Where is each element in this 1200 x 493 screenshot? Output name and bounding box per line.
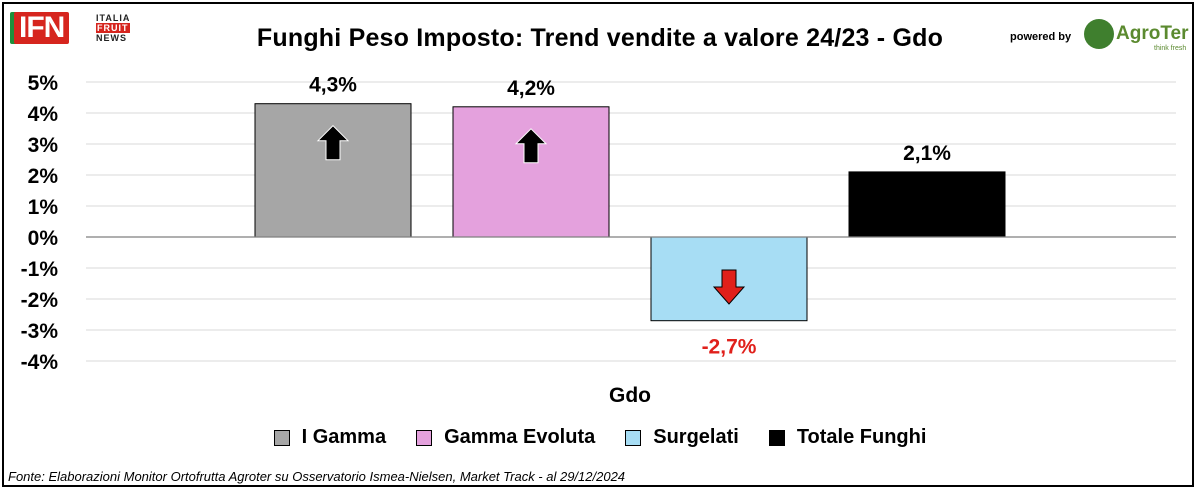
- data-label: 2,1%: [903, 142, 951, 165]
- ifn-logo-subtitle: ITALIA FRUIT NEWS: [96, 13, 131, 43]
- chart-legend: I Gamma Gamma Evoluta Surgelati Totale Fung…: [0, 426, 1200, 449]
- y-tick-label: 1%: [28, 196, 59, 219]
- legend-label: Surgelati: [653, 426, 739, 448]
- y-tick-label: -3%: [21, 320, 59, 343]
- legend-swatch: [768, 429, 785, 446]
- legend-label: I Gamma: [301, 426, 387, 448]
- legend-item: Gamma Evoluta: [416, 426, 595, 449]
- arrow-up-icon: [514, 128, 548, 164]
- y-tick-label: -2%: [21, 289, 59, 312]
- y-tick-label: 5%: [28, 72, 59, 95]
- y-tick-label: -4%: [21, 351, 59, 374]
- legend-swatch: [273, 429, 290, 446]
- bar-gamma-evoluta: [452, 106, 610, 238]
- data-label: 4,3%: [309, 74, 357, 97]
- powered-by-label: powered by: [1010, 31, 1072, 43]
- source-note: Fonte: Elaborazioni Monitor Ortofrutta A…: [8, 469, 626, 484]
- legend-swatch: [625, 429, 642, 446]
- ifn-logo: IFN ITALIA FRUIT NEWS: [14, 12, 134, 48]
- legend-item: Surgelati: [625, 426, 739, 449]
- chart-frame: [2, 2, 1194, 487]
- x-axis-label: Gdo: [609, 384, 651, 407]
- legend-label: Totale Funghi: [796, 426, 927, 448]
- legend-swatch: [416, 429, 433, 446]
- bar-totale-funghi: [848, 171, 1006, 238]
- data-label: -2,7%: [702, 336, 757, 359]
- y-tick-label: 3%: [28, 134, 59, 157]
- data-label: 4,2%: [507, 77, 555, 100]
- y-tick-label: 2%: [28, 165, 59, 188]
- arrow-up-icon: [316, 124, 350, 161]
- y-tick-label: 4%: [28, 103, 59, 126]
- tree-icon: [1084, 19, 1114, 49]
- legend-item: I Gamma: [273, 426, 387, 449]
- y-tick-label: 0%: [28, 227, 59, 250]
- y-tick-label: -1%: [21, 258, 59, 281]
- bar-i-gamma: [254, 103, 412, 238]
- chart-title: Funghi Peso Imposto: Trend vendite a val…: [256, 24, 944, 52]
- ifn-logo-letters: IFN: [14, 12, 70, 44]
- arrow-down-icon: [712, 269, 746, 305]
- legend-item: Totale Funghi: [768, 426, 927, 449]
- legend-label: Gamma Evoluta: [444, 426, 596, 448]
- agroter-logo: AgroTer think fresh: [1084, 17, 1190, 53]
